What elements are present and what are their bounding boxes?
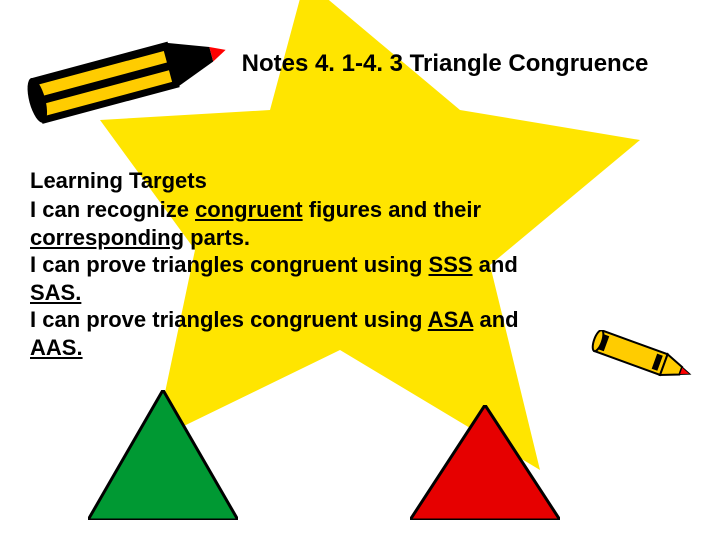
congruent-term: congruent [195,197,303,222]
corresponding-term: corresponding [30,225,184,250]
target-line-4: SAS. [30,279,690,307]
target-line-6: AAS. [30,334,690,362]
learning-targets-heading: Learning Targets [30,168,690,194]
target-line-1: I can recognize congruent figures and th… [30,196,690,224]
target-line-2: corresponding parts. [30,224,690,252]
text-fragment: figures and their [303,197,481,222]
text-fragment: I can prove triangles congruent using [30,307,428,332]
red-triangle-shape [410,405,560,520]
target-line-3: I can prove triangles congruent using SS… [30,251,690,279]
text-fragment: and [473,252,518,277]
text-fragment: I can prove triangles congruent using [30,252,429,277]
sss-term: SSS [429,252,473,277]
text-fragment: and [473,307,518,332]
aas-term: AAS. [30,335,83,360]
asa-term: ASA [428,307,474,332]
slide-content: Notes 4. 1-4. 3 Triangle Congruence Lear… [0,0,720,391]
text-fragment: parts. [184,225,250,250]
sas-term: SAS. [30,280,81,305]
target-line-5: I can prove triangles congruent using AS… [30,306,690,334]
slide-title: Notes 4. 1-4. 3 Triangle Congruence [200,50,690,78]
green-triangle-shape [88,390,238,520]
text-fragment: I can recognize [30,197,195,222]
